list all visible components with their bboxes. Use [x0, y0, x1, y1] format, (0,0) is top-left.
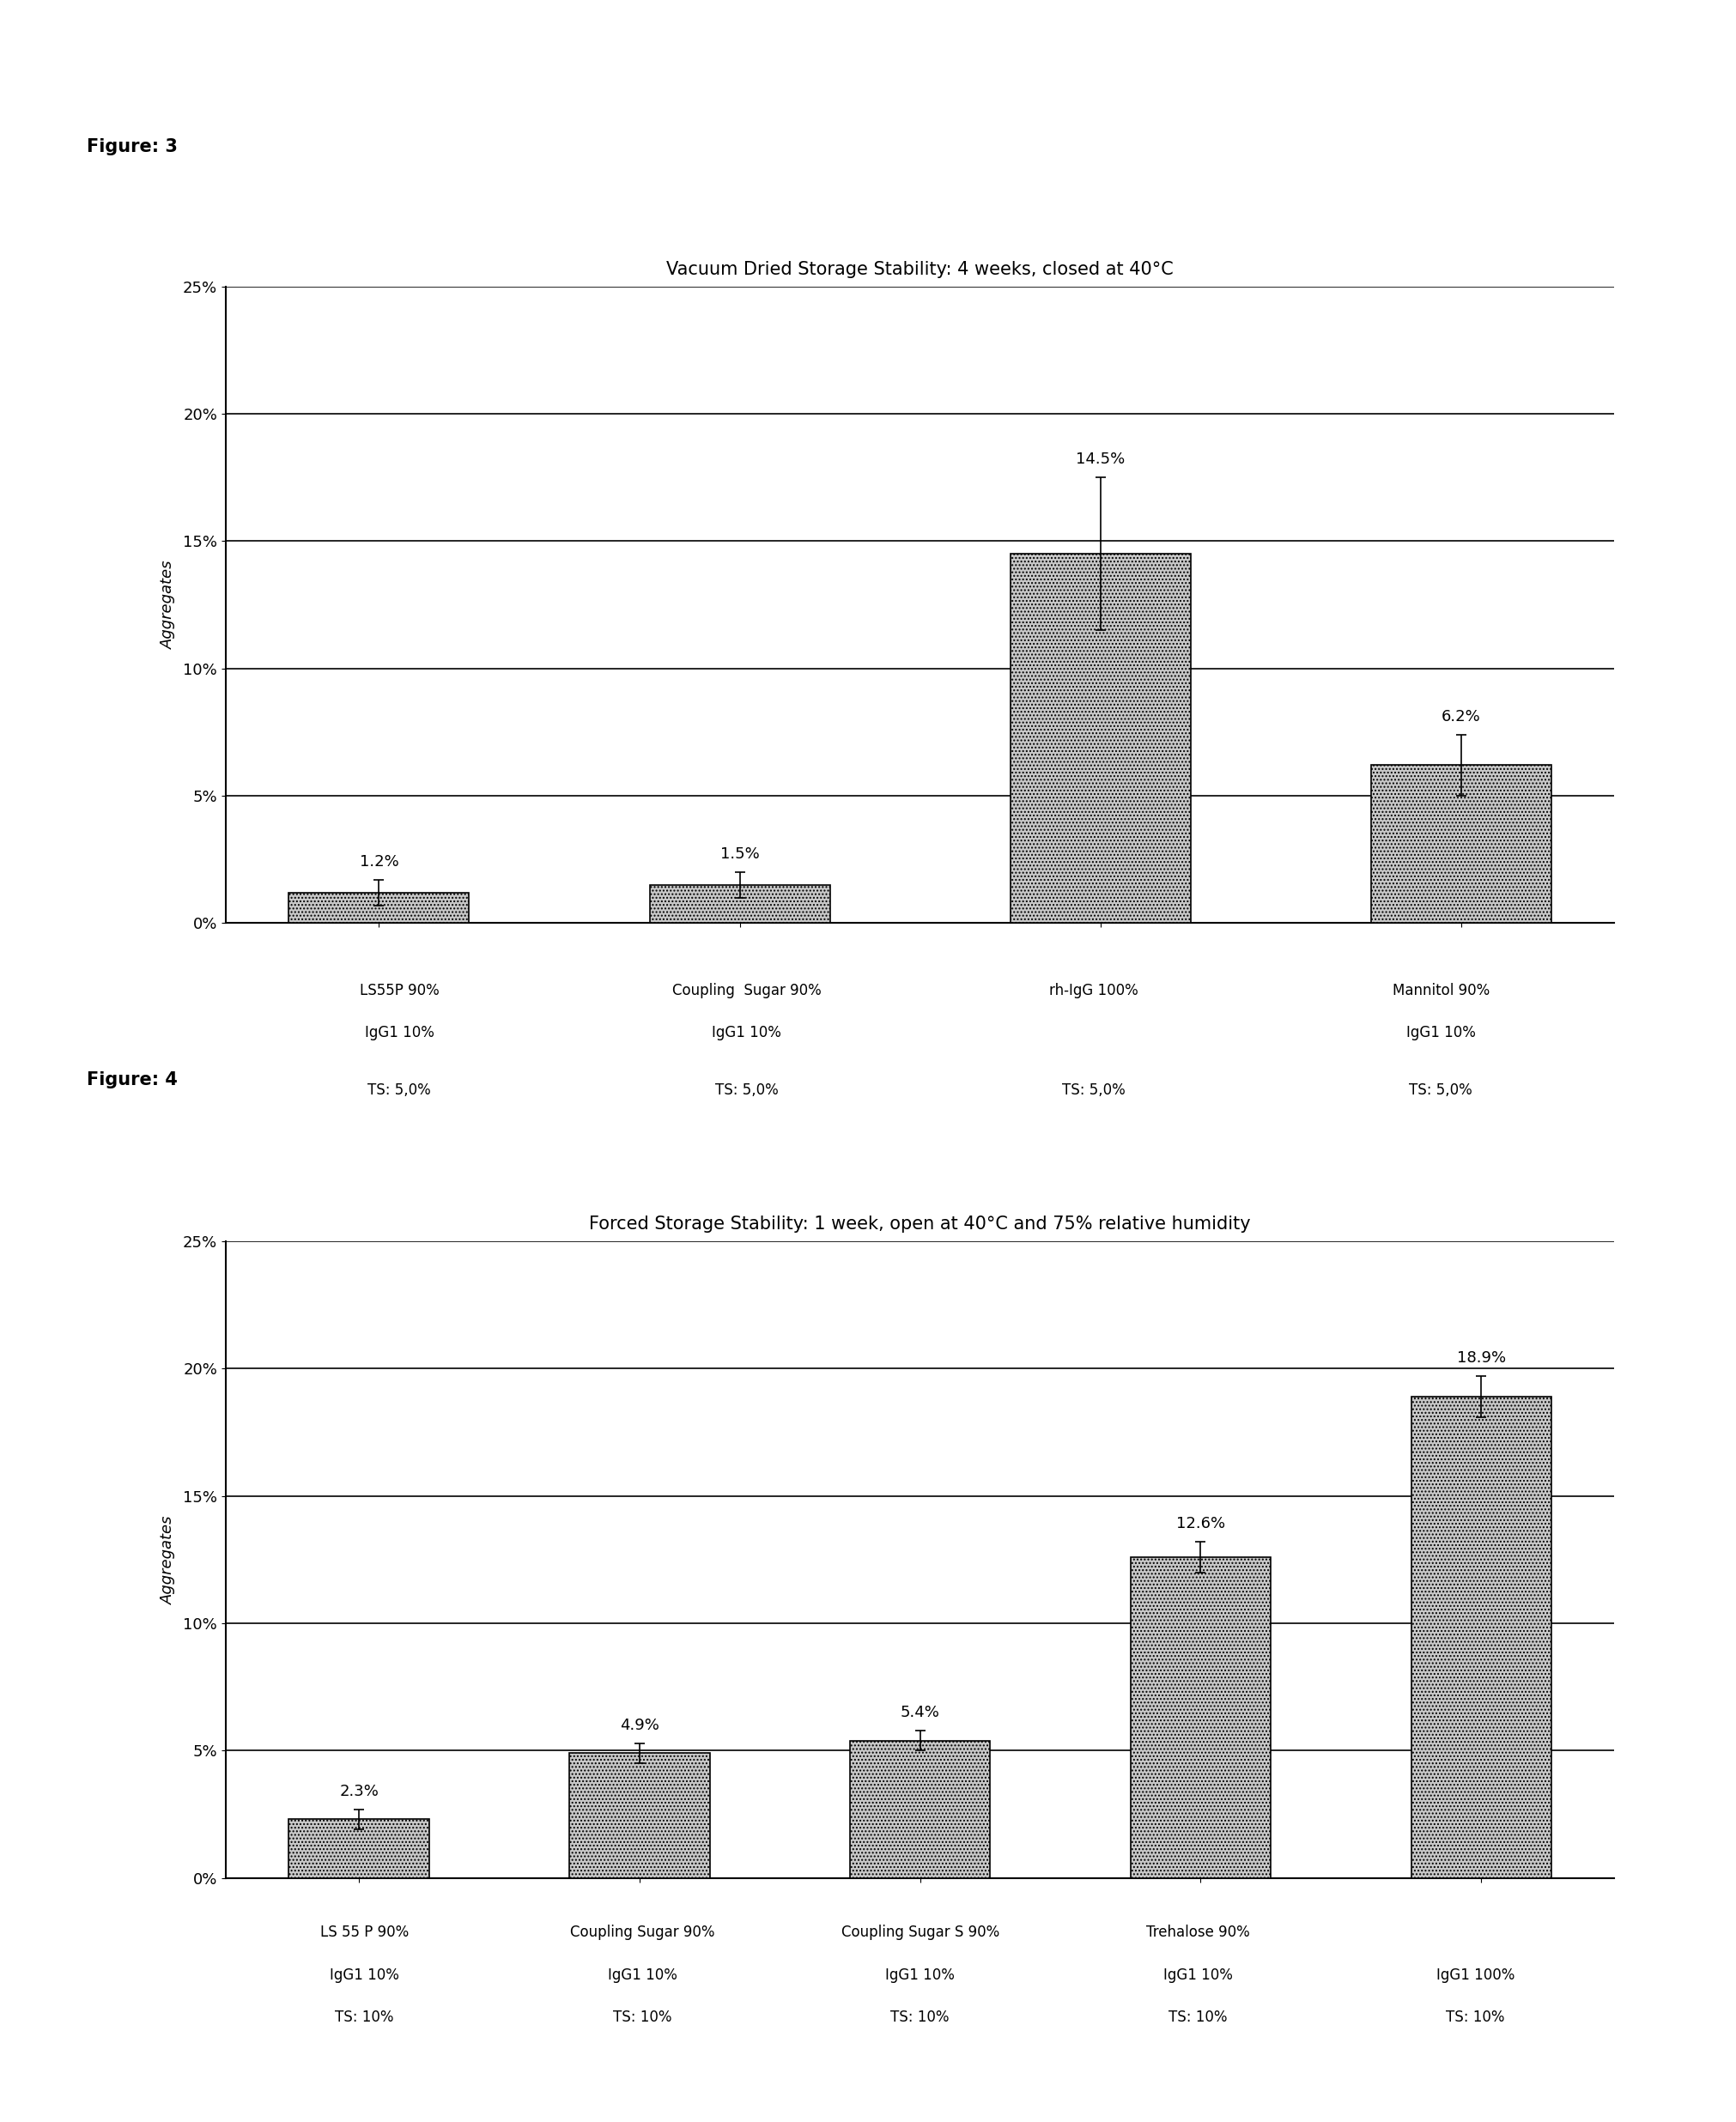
Title: Vacuum Dried Storage Stability: 4 weeks, closed at 40°C: Vacuum Dried Storage Stability: 4 weeks,… — [667, 261, 1174, 278]
Bar — [649, 885, 830, 923]
Text: LS 55 P 90%: LS 55 P 90% — [319, 1925, 410, 1940]
Text: 1.2%: 1.2% — [359, 855, 399, 870]
Text: IgG1 10%: IgG1 10% — [1406, 1025, 1476, 1040]
Text: TS: 5,0%: TS: 5,0% — [1410, 1082, 1472, 1097]
Text: TS: 5,0%: TS: 5,0% — [368, 1082, 431, 1097]
Bar — [288, 893, 469, 923]
Text: 1.5%: 1.5% — [720, 847, 759, 862]
Text: IgG1 10%: IgG1 10% — [365, 1025, 434, 1040]
Text: 12.6%: 12.6% — [1175, 1517, 1226, 1532]
Text: Mannitol 90%: Mannitol 90% — [1392, 982, 1489, 997]
Text: IgG1 10%: IgG1 10% — [1163, 1967, 1233, 1982]
Bar — [1130, 1558, 1271, 1878]
Text: Coupling Sugar 90%: Coupling Sugar 90% — [569, 1925, 715, 1940]
Text: TS: 10%: TS: 10% — [1446, 2010, 1505, 2024]
Text: Figure: 3: Figure: 3 — [87, 138, 177, 155]
Text: TS: 10%: TS: 10% — [335, 2010, 394, 2024]
Text: IgG1 10%: IgG1 10% — [712, 1025, 781, 1040]
Text: IgG1 100%: IgG1 100% — [1436, 1967, 1516, 1982]
Y-axis label: Aggregates: Aggregates — [160, 560, 175, 649]
Y-axis label: Aggregates: Aggregates — [160, 1515, 175, 1604]
Text: Figure: 4: Figure: 4 — [87, 1072, 177, 1089]
Text: 18.9%: 18.9% — [1457, 1352, 1505, 1367]
Title: Forced Storage Stability: 1 week, open at 40°C and 75% relative humidity: Forced Storage Stability: 1 week, open a… — [589, 1216, 1252, 1233]
Text: 4.9%: 4.9% — [620, 1717, 660, 1734]
Text: 5.4%: 5.4% — [901, 1704, 939, 1721]
Text: IgG1 10%: IgG1 10% — [330, 1967, 399, 1982]
Text: 2.3%: 2.3% — [339, 1785, 378, 1799]
Text: IgG1 10%: IgG1 10% — [608, 1967, 677, 1982]
Text: LS55P 90%: LS55P 90% — [359, 982, 439, 997]
Text: Trehalose 90%: Trehalose 90% — [1146, 1925, 1250, 1940]
Text: 14.5%: 14.5% — [1076, 452, 1125, 467]
Text: TS: 5,0%: TS: 5,0% — [1062, 1082, 1125, 1097]
Bar — [1371, 766, 1552, 923]
Text: 6.2%: 6.2% — [1441, 709, 1481, 724]
Text: rh-IgG 100%: rh-IgG 100% — [1049, 982, 1139, 997]
Text: Coupling Sugar S 90%: Coupling Sugar S 90% — [840, 1925, 1000, 1940]
Text: TS: 10%: TS: 10% — [891, 2010, 950, 2024]
Text: TS: 10%: TS: 10% — [613, 2010, 672, 2024]
Bar — [288, 1819, 429, 1878]
Bar — [569, 1753, 710, 1878]
Bar — [1411, 1396, 1552, 1878]
Text: Coupling  Sugar 90%: Coupling Sugar 90% — [672, 982, 821, 997]
Text: TS: 5,0%: TS: 5,0% — [715, 1082, 778, 1097]
Bar — [851, 1740, 990, 1878]
Text: TS: 10%: TS: 10% — [1168, 2010, 1227, 2024]
Text: IgG1 10%: IgG1 10% — [885, 1967, 955, 1982]
Bar — [1010, 554, 1191, 923]
